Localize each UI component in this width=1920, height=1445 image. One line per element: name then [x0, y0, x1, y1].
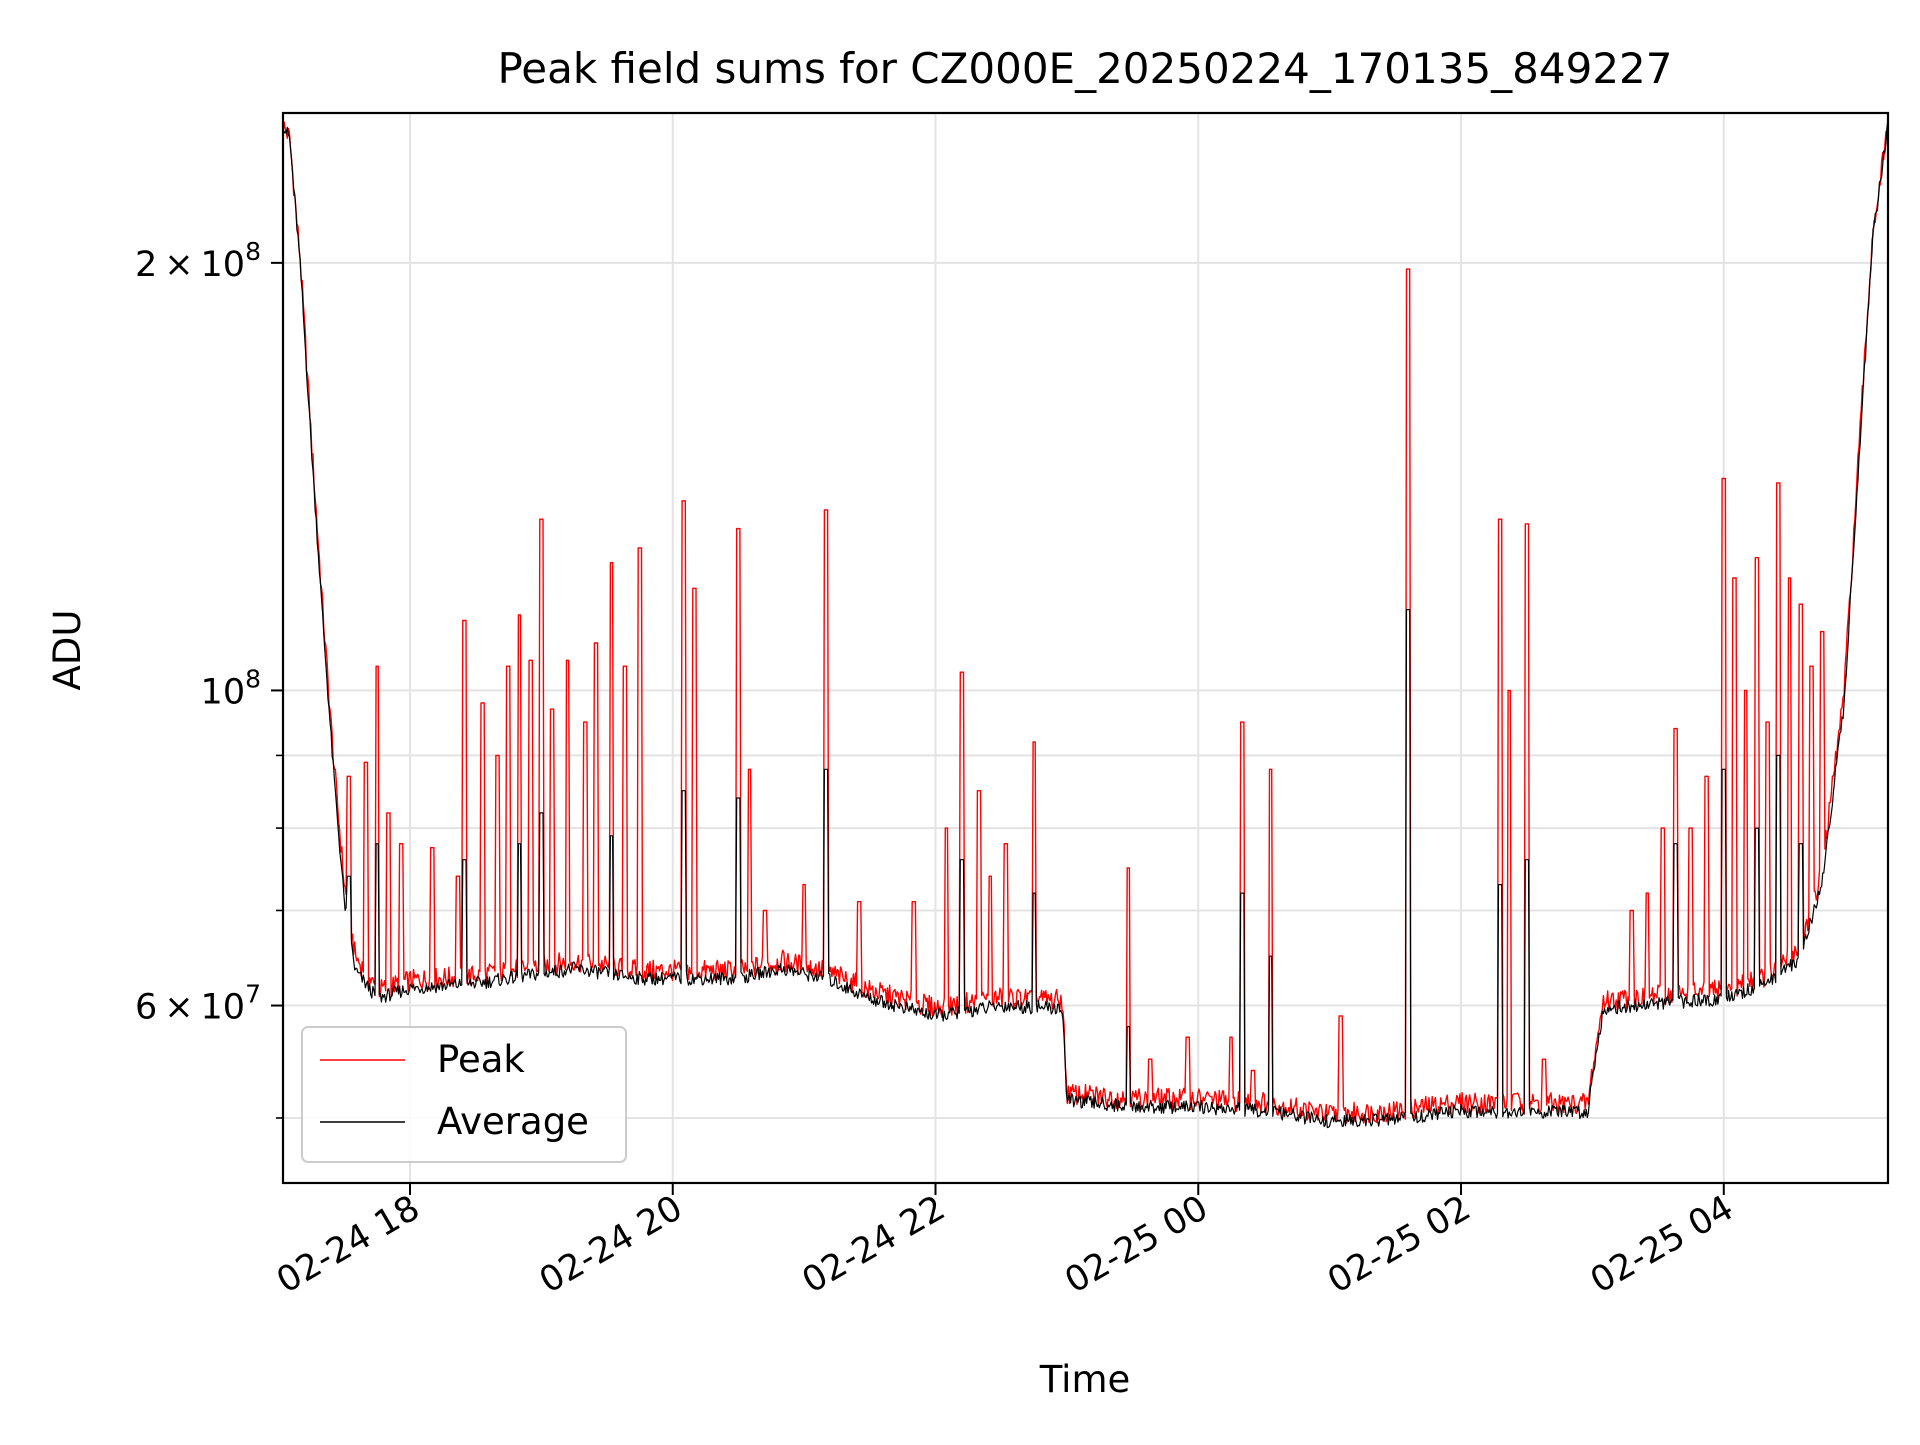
legend-peak-label: Peak: [437, 1038, 525, 1081]
x-tick-label: 02-24 20: [533, 1188, 689, 1301]
grid: [283, 113, 1888, 1183]
series-line-peak: [282, 116, 1889, 1124]
series-line-average: [282, 118, 1889, 1129]
x-tick-label: 02-25 02: [1321, 1188, 1477, 1301]
y-axis-label: ADU: [46, 610, 89, 691]
x-tick-label: 02-24 22: [796, 1188, 952, 1301]
series-layer: [282, 116, 1889, 1129]
x-tick-label: 02-24 18: [270, 1188, 426, 1301]
x-axis-label: Time: [1039, 1358, 1131, 1401]
y-tick-label: 2 × 108: [135, 237, 261, 285]
x-tick-label: 02-25 00: [1058, 1188, 1214, 1301]
y-tick-label: 108: [201, 664, 261, 712]
legend-average-label: Average: [437, 1100, 589, 1143]
y-tick-label: 6 × 107: [135, 980, 261, 1028]
x-tick-label: 02-25 04: [1584, 1188, 1740, 1301]
plot-frame: [281, 111, 1890, 1185]
chart-title: Peak field sums for CZ000E_20250224_1701…: [497, 44, 1672, 93]
legend: Peak Average: [301, 1026, 627, 1163]
